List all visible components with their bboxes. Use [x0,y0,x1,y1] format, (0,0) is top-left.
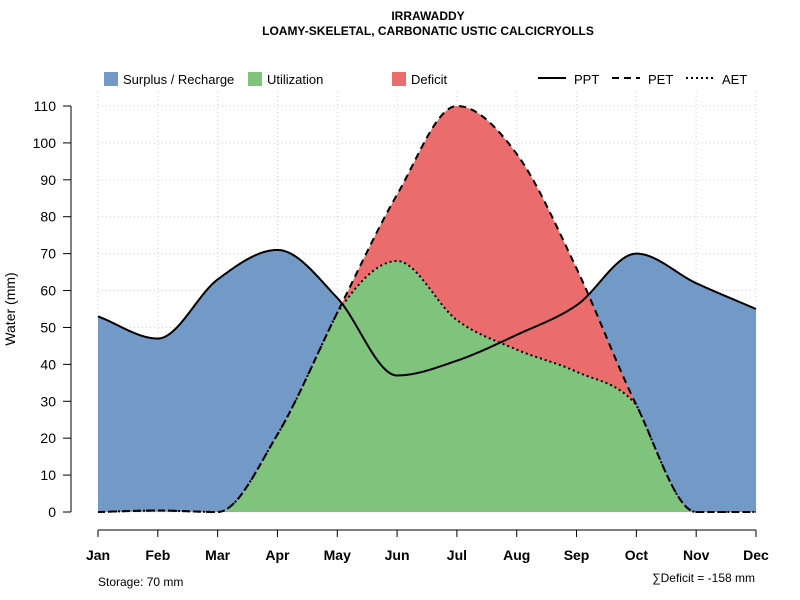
y-tick-label: 90 [40,172,56,188]
area-fills [98,106,756,512]
legend-label: PPT [574,72,599,87]
legend-swatch [392,72,406,86]
legend-label: Utilization [267,72,323,87]
chart-title: IRRAWADDY [391,9,464,23]
x-tick-label: Jan [86,547,110,563]
surplus-area [98,249,342,512]
x-tick-label: Nov [683,547,710,563]
x-tick-label: Sep [564,547,590,563]
chart-subtitle: LOAMY-SKELETAL, CARBONATIC USTIC CALCICR… [262,24,594,38]
x-tick-label: Jul [447,547,467,563]
legend-swatch [248,72,262,86]
y-axis-label: Water (mm) [2,272,18,345]
pet-line [97,104,756,513]
x-tick-label: Dec [743,547,769,563]
x-tick-label: Oct [625,547,649,563]
series-lines [97,104,757,513]
x-tick-label: Feb [145,547,170,563]
x-tick-label: Aug [503,547,530,563]
axes: 0 10 20 30 40 50 60 70 80 90 100 110 Jan Feb Mar Apr May… [33,98,769,563]
y-tick-label: 20 [40,430,56,446]
x-tick-label: Jun [385,547,410,563]
y-tick-label: 80 [40,209,56,225]
y-tick-label: 110 [34,98,57,114]
surplus-area [588,253,756,512]
legend-label: Deficit [411,72,448,87]
legend-label: Surplus / Recharge [123,72,234,87]
y-tick-label: 60 [40,283,56,299]
y-tick-label: 30 [40,393,56,409]
y-tick-label: 70 [40,246,56,262]
y-tick-label: 10 [40,467,56,483]
x-tick-label: May [324,547,351,563]
utilization-area [98,261,756,512]
y-tick-label: 0 [48,504,56,520]
y-tick-label: 100 [33,135,57,151]
x-tick-label: Mar [205,547,230,563]
y-tick-label: 50 [40,319,56,335]
legend-label: PET [648,72,673,87]
legend-label: AET [722,72,747,87]
x-tick-label: Apr [265,547,290,563]
legend: Surplus / Recharge Utilization Deficit PPT P… [104,72,747,87]
ppt-line [97,248,757,377]
storage-note: Storage: 70 mm [98,575,183,589]
deficit-note: ∑Deficit = -158 mm [652,571,755,585]
y-tick-label: 40 [40,356,56,372]
legend-swatch [104,72,118,86]
